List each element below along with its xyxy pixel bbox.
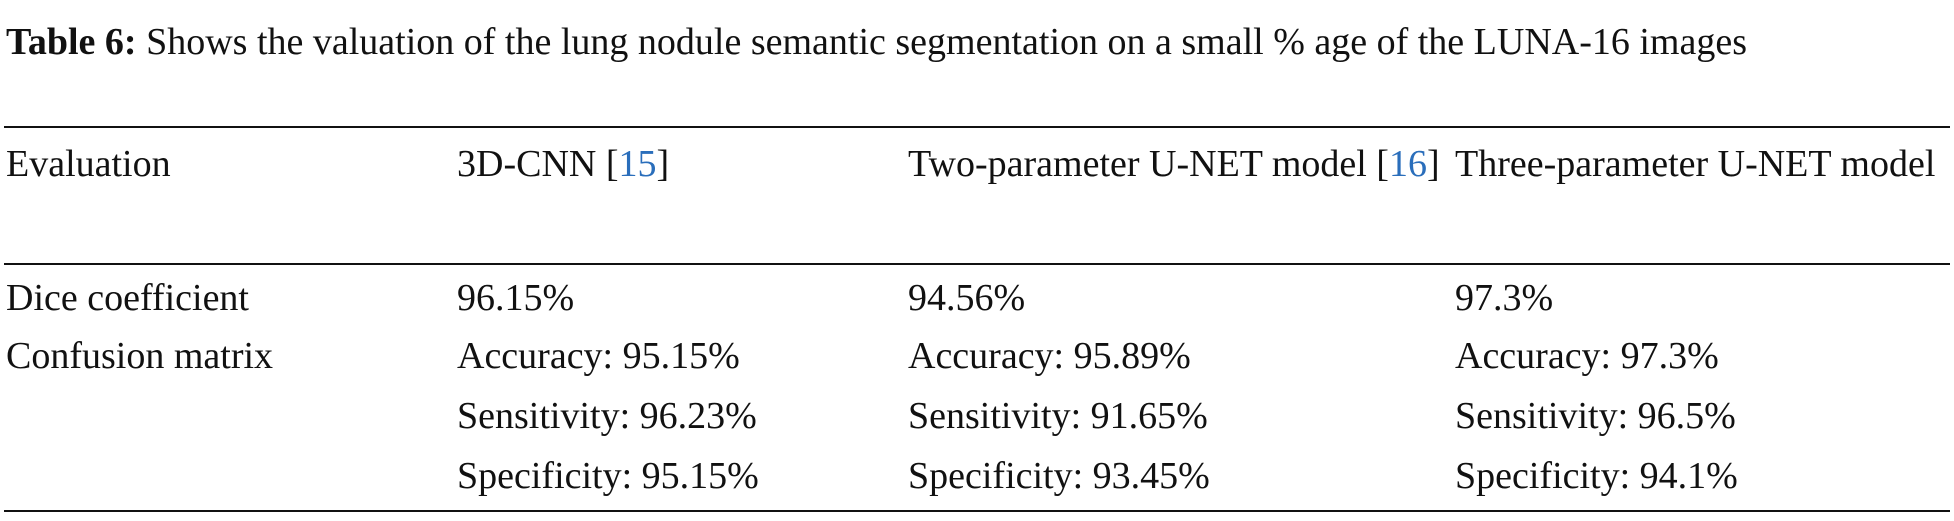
cell-text: Accuracy: 97.3% — [1455, 335, 1719, 377]
top-rule — [4, 126, 1950, 128]
header-cell: Two-parameter U-NET model [16] — [908, 134, 1448, 194]
header-text: ] — [656, 143, 670, 185]
header-cell: Three-parameter U-NET model — [1455, 134, 1950, 194]
cell-text: 96.15% — [457, 277, 575, 319]
cell-text: Specificity: 95.15% — [457, 455, 759, 497]
cell-text: Specificity: 93.45% — [908, 455, 1210, 497]
row-label: Dice coefficient — [6, 277, 249, 319]
mid-rule — [4, 263, 1950, 265]
caption-label: Table 6: — [6, 21, 137, 63]
cell-text: Specificity: 94.1% — [1455, 455, 1738, 497]
cell-text: 94.56% — [908, 277, 1026, 319]
citation[interactable]: 15 — [618, 143, 657, 185]
header-cell: 3D-CNN [15] — [457, 134, 897, 194]
cell-text: Sensitivity: 91.65% — [908, 395, 1208, 437]
cell-text: Sensitivity: 96.5% — [1455, 395, 1736, 437]
header-text: Two-parameter U-NET model [ — [908, 143, 1389, 185]
cell-text: Accuracy: 95.15% — [457, 335, 740, 377]
bottom-rule — [4, 510, 1950, 512]
caption-text: Shows the valuation of the lung nodule s… — [146, 21, 1747, 63]
header-text: ] — [1426, 143, 1440, 185]
header-text: 3D-CNN [ — [457, 143, 619, 185]
table-caption: Table 6: Shows the valuation of the lung… — [6, 18, 1946, 66]
header-cell: Evaluation — [6, 134, 446, 194]
cell-text: 97.3% — [1455, 277, 1554, 319]
header-text: Evaluation — [6, 143, 171, 185]
row-label: Confusion matrix — [6, 335, 274, 377]
header-text: Three-parameter U-NET model — [1455, 143, 1936, 185]
cell-text: Accuracy: 95.89% — [908, 335, 1191, 377]
citation[interactable]: 16 — [1388, 143, 1427, 185]
cell-text: Sensitivity: 96.23% — [457, 395, 757, 437]
